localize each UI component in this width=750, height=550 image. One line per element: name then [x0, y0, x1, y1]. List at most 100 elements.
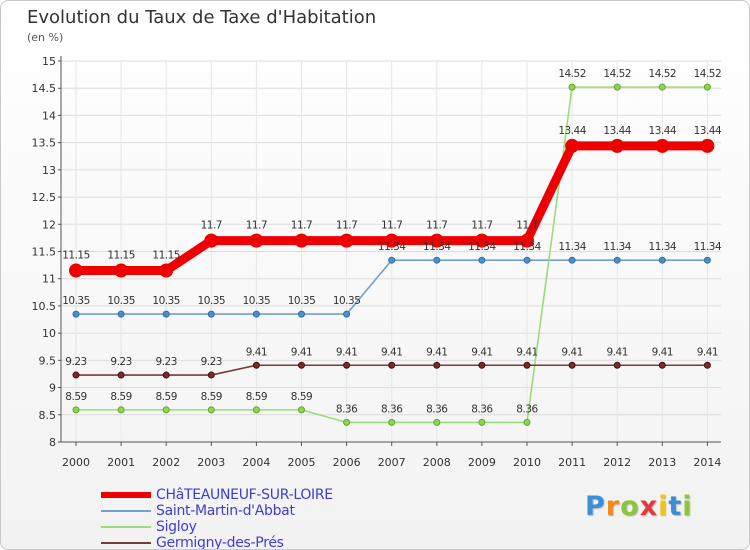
series-lines: [69, 83, 715, 426]
y-tick-label: 11.5: [32, 246, 57, 259]
data-label-saint-martin: 11.34: [558, 241, 586, 253]
data-point-germigny: [298, 361, 305, 369]
data-point-germigny: [568, 361, 576, 369]
data-point-chateauneuf: [610, 138, 625, 153]
logo-letter: o: [620, 491, 640, 522]
data-point-germigny: [658, 361, 666, 369]
y-tick-label: 8: [49, 436, 56, 449]
data-point-saint-martin: [478, 256, 486, 264]
logo-letter: r: [605, 491, 621, 522]
x-tick-label: 2014: [693, 456, 721, 469]
data-point-saint-martin: [658, 256, 666, 264]
data-point-germigny: [703, 361, 711, 369]
data-label-chateauneuf: 11.7: [471, 220, 492, 232]
logo-letter: i: [658, 491, 669, 522]
data-point-chateauneuf: [114, 263, 129, 278]
data-label-sigloy: 8.59: [246, 391, 267, 403]
y-tick-label: 12.5: [32, 191, 57, 204]
data-label-saint-martin: 11.34: [423, 241, 451, 253]
data-label-germigny: 9.41: [607, 346, 628, 358]
proxiti-logo: Proxiti: [585, 491, 693, 522]
legend-swatch-germigny: [101, 542, 151, 544]
data-label-germigny: 9.23: [65, 356, 86, 368]
data-point-chateauneuf: [204, 233, 219, 248]
data-point-chateauneuf: [565, 138, 580, 153]
data-point-germigny: [478, 361, 486, 369]
data-label-chateauneuf: 13.44: [603, 125, 631, 137]
data-label-saint-martin: 11.34: [513, 241, 541, 253]
data-label-chateauneuf: 11.7: [516, 220, 537, 232]
data-label-chateauneuf: 11.7: [246, 220, 267, 232]
x-tick-label: 2000: [62, 456, 90, 469]
data-point-germigny: [613, 361, 621, 369]
chart-title: Evolution du Taux de Taxe d'Habitation: [27, 7, 377, 28]
legend-swatch-sigloy: [101, 526, 151, 528]
data-label-saint-martin: 10.35: [333, 295, 361, 307]
data-point-chateauneuf: [655, 138, 670, 153]
data-labels: 11.15 11.15 11.15 11.7 11.7 11.7 11.7 11.7 11.7 1…: [62, 68, 722, 415]
data-point-saint-martin: [252, 310, 260, 318]
data-label-germigny: 9.23: [156, 356, 177, 368]
data-label-germigny: 9.41: [471, 346, 492, 358]
data-label-sigloy: 8.36: [336, 403, 358, 415]
data-point-chateauneuf: [339, 233, 354, 248]
data-point-sigloy: [343, 418, 351, 426]
data-label-germigny: 9.41: [426, 346, 447, 358]
data-label-sigloy: 14.52: [603, 68, 631, 80]
data-label-sigloy: 8.36: [471, 403, 493, 415]
data-label-chateauneuf: 11.7: [201, 220, 222, 232]
data-point-sigloy: [298, 406, 305, 414]
data-point-germigny: [343, 361, 351, 369]
legend-swatch-saint-martin: [101, 510, 151, 512]
data-point-sigloy: [252, 406, 260, 414]
data-point-sigloy: [658, 83, 666, 91]
data-point-chateauneuf: [700, 138, 715, 153]
data-point-saint-martin: [613, 256, 621, 264]
chart-subtitle: (en %): [27, 31, 64, 44]
data-label-saint-martin: 10.35: [107, 295, 135, 307]
data-label-sigloy: 8.36: [381, 403, 403, 415]
data-label-saint-martin: 11.34: [694, 241, 722, 253]
data-point-sigloy: [433, 418, 441, 426]
data-label-germigny: 9.23: [201, 356, 222, 368]
data-point-chateauneuf: [159, 263, 174, 278]
data-point-germigny: [523, 361, 531, 369]
data-label-germigny: 9.23: [110, 356, 131, 368]
data-label-sigloy: 8.59: [65, 391, 86, 403]
data-point-sigloy: [613, 83, 621, 91]
y-tick-label: 14: [42, 109, 56, 122]
data-label-chateauneuf: 13.44: [694, 125, 722, 137]
data-point-germigny: [388, 361, 396, 369]
data-label-germigny: 9.41: [516, 346, 537, 358]
data-point-chateauneuf: [384, 233, 399, 248]
x-tick-label: 2008: [423, 456, 451, 469]
data-point-sigloy: [388, 418, 396, 426]
x-tick-label: 2005: [288, 456, 316, 469]
data-label-saint-martin: 10.35: [243, 295, 271, 307]
legend-label-germigny: Germigny-des-Prés: [156, 535, 284, 550]
x-tick-label: 2013: [648, 456, 676, 469]
data-label-saint-martin: 11.34: [468, 241, 496, 253]
data-label-sigloy: 14.52: [694, 68, 722, 80]
y-tick-label: 13.5: [32, 137, 57, 150]
data-point-sigloy: [207, 406, 215, 414]
data-point-germigny: [72, 371, 80, 379]
data-label-saint-martin: 10.35: [198, 295, 226, 307]
data-point-germigny: [433, 361, 441, 369]
y-tick-label: 9: [49, 382, 56, 395]
y-tick-label: 13: [42, 164, 56, 177]
data-label-chateauneuf: 11.15: [152, 250, 180, 262]
y-tick-label: 11: [42, 273, 56, 286]
y-tick-label: 8.5: [39, 409, 57, 422]
data-point-saint-martin: [207, 310, 215, 318]
data-point-saint-martin: [433, 256, 441, 264]
data-label-saint-martin: 10.35: [62, 295, 90, 307]
data-label-chateauneuf: 13.44: [558, 125, 586, 137]
x-tick-label: 2012: [603, 456, 631, 469]
logo-letter: t: [668, 491, 683, 522]
x-tick-label: 2007: [378, 456, 406, 469]
data-point-sigloy: [703, 83, 711, 91]
data-label-sigloy: 8.59: [201, 391, 222, 403]
data-point-sigloy: [117, 406, 125, 414]
data-point-saint-martin: [298, 310, 305, 318]
